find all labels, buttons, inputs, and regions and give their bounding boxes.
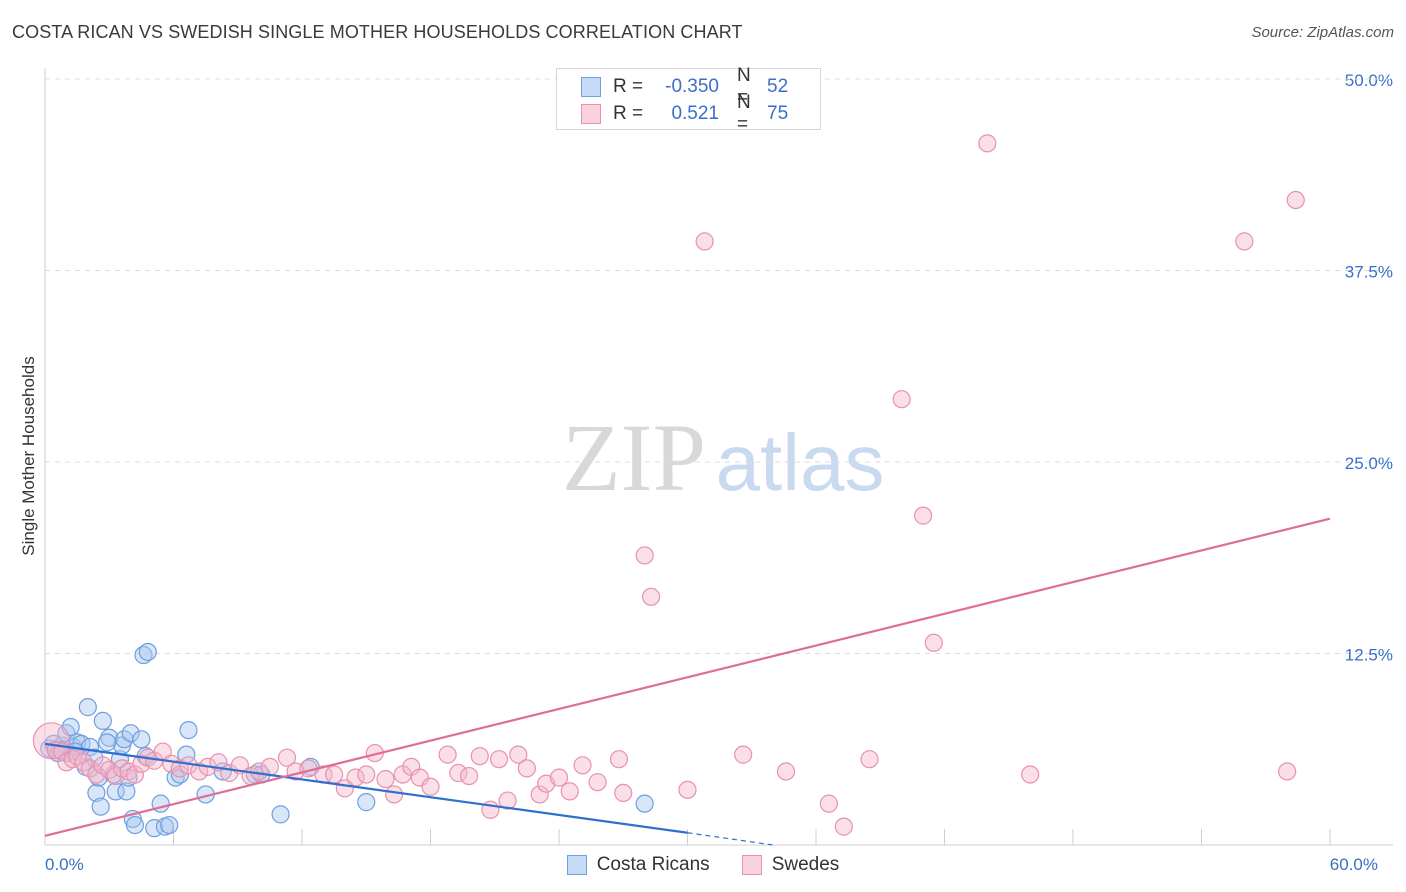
point-swedes bbox=[509, 745, 528, 764]
stats-legend: R = -0.350 N = 52 R = 0.521 N = 75 bbox=[556, 65, 821, 135]
y-axis-label: Single Mother Households bbox=[19, 356, 38, 556]
point-swedes bbox=[678, 780, 697, 799]
point-costa-ricans bbox=[635, 794, 654, 813]
point-costa-ricans bbox=[91, 797, 110, 816]
point-swedes bbox=[357, 765, 376, 784]
r-value: 0.521 bbox=[671, 103, 719, 124]
point-costa-ricans bbox=[138, 642, 157, 662]
point-swedes bbox=[498, 791, 517, 810]
n-value: 75 bbox=[767, 103, 789, 124]
point-costa-ricans bbox=[87, 783, 106, 803]
point-costa-ricans bbox=[179, 720, 198, 740]
point-costa-ricans bbox=[160, 815, 179, 835]
point-swedes bbox=[549, 768, 569, 787]
point-swedes bbox=[1278, 762, 1297, 781]
n-value: 52 bbox=[767, 76, 789, 97]
point-swedes bbox=[438, 745, 457, 764]
point-swedes bbox=[819, 794, 838, 813]
y-tick-label: 50.0% bbox=[1345, 71, 1393, 90]
point-costa-ricans bbox=[121, 724, 140, 743]
point-swedes bbox=[277, 748, 297, 767]
point-swedes bbox=[449, 763, 468, 783]
trendline-swedes bbox=[44, 517, 1331, 837]
point-swedes bbox=[776, 762, 796, 781]
r-label: R = bbox=[613, 103, 644, 124]
point-swedes bbox=[32, 722, 71, 760]
point-swedes bbox=[489, 750, 509, 769]
watermark-zip: ZIP bbox=[562, 404, 706, 511]
point-swedes bbox=[384, 785, 404, 804]
point-costa-ricans bbox=[125, 815, 145, 835]
point-swedes bbox=[892, 390, 911, 409]
legend-swatch-blue bbox=[581, 77, 601, 97]
point-swedes bbox=[560, 782, 579, 801]
r-value: -0.350 bbox=[665, 76, 719, 97]
trendline-extension bbox=[687, 832, 774, 846]
y-tick-label: 37.5% bbox=[1345, 263, 1393, 282]
point-swedes bbox=[860, 750, 879, 769]
point-costa-ricans bbox=[106, 782, 125, 801]
point-swedes bbox=[834, 817, 853, 836]
point-swedes bbox=[325, 765, 344, 784]
point-costa-ricans bbox=[271, 805, 290, 824]
point-swedes bbox=[588, 773, 607, 792]
point-swedes bbox=[924, 633, 943, 652]
stats-legend-row-costa-ricans: R = -0.350 N = 52 bbox=[581, 65, 789, 108]
point-swedes bbox=[1021, 765, 1040, 784]
point-swedes bbox=[517, 759, 536, 778]
x-tick-label: 60.0% bbox=[1330, 855, 1378, 874]
point-swedes bbox=[734, 745, 753, 764]
point-costa-ricans bbox=[132, 730, 151, 749]
point-swedes bbox=[635, 546, 654, 565]
point-costa-ricans bbox=[93, 711, 112, 731]
point-swedes bbox=[421, 777, 440, 796]
trendline-costa-ricans bbox=[44, 742, 688, 834]
point-swedes bbox=[470, 747, 489, 766]
n-label: N = bbox=[737, 65, 751, 108]
chart-title: COSTA RICAN VS SWEDISH SINGLE MOTHER HOU… bbox=[12, 22, 743, 42]
point-swedes bbox=[695, 232, 714, 251]
point-swedes bbox=[1235, 232, 1254, 251]
point-swedes bbox=[530, 785, 549, 804]
point-swedes bbox=[978, 134, 997, 153]
r-label: R = bbox=[613, 76, 644, 97]
point-swedes bbox=[609, 750, 629, 769]
point-swedes bbox=[459, 766, 479, 786]
point-swedes bbox=[614, 783, 633, 803]
stats-legend-row-swedes: R = 0.521 N = 75 bbox=[581, 92, 789, 135]
series-legend: Costa Ricans Swedes bbox=[0, 852, 1406, 878]
point-swedes bbox=[573, 756, 592, 775]
point-costa-ricans bbox=[117, 782, 136, 801]
point-swedes bbox=[260, 757, 279, 776]
n-label: N = bbox=[737, 92, 751, 135]
chart-source: Source: ZipAtlas.com bbox=[1251, 24, 1394, 41]
legend-label: Costa Ricans bbox=[596, 854, 710, 875]
legend-swatch-blue bbox=[566, 855, 587, 875]
legend-swatch-pink bbox=[581, 104, 601, 124]
point-swedes bbox=[641, 587, 661, 606]
point-swedes bbox=[1286, 190, 1305, 210]
point-costa-ricans bbox=[98, 733, 117, 752]
x-tick-label: 0.0% bbox=[45, 855, 84, 874]
point-swedes bbox=[190, 762, 209, 781]
point-swedes bbox=[125, 765, 145, 784]
point-swedes bbox=[93, 756, 112, 775]
legend-label: Swedes bbox=[771, 854, 840, 875]
point-costa-ricans bbox=[78, 698, 97, 717]
legend-item-swedes[interactable]: Swedes bbox=[741, 854, 840, 876]
y-tick-label: 25.0% bbox=[1345, 454, 1393, 473]
point-swedes bbox=[376, 770, 395, 789]
point-costa-ricans bbox=[357, 793, 376, 812]
legend-swatch-pink bbox=[741, 855, 762, 875]
point-swedes bbox=[913, 506, 933, 525]
legend-item-costa-ricans[interactable]: Costa Ricans bbox=[566, 854, 710, 876]
y-tick-label: 12.5% bbox=[1345, 646, 1393, 665]
